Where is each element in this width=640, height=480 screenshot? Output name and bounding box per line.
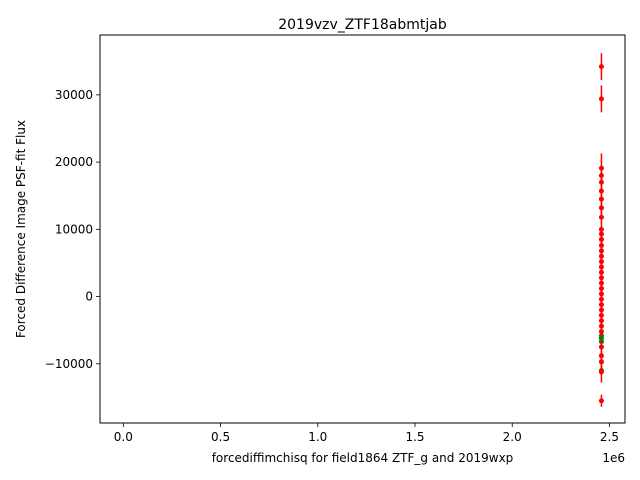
x-axis-label: forcediffimchisq for field1864 ZTF_g and… <box>212 451 514 465</box>
y-tick-label: −10000 <box>45 357 93 371</box>
data-point <box>598 236 604 242</box>
y-axis-label: Forced Difference Image PSF-fit Flux <box>14 120 28 338</box>
y-tick-label: 30000 <box>55 88 93 102</box>
x-tick-label: 0.0 <box>114 430 133 444</box>
y-axis-ticks: −10000 0 10000 20000 30000 <box>45 88 100 371</box>
data-point <box>598 329 604 335</box>
y-tick-label: 20000 <box>55 155 93 169</box>
data-point <box>598 205 604 211</box>
x-tick-label: 2.0 <box>503 430 522 444</box>
x-tick-label: 0.5 <box>211 430 230 444</box>
y-tick-label: 10000 <box>55 222 93 236</box>
data-point <box>598 196 604 202</box>
x-tick-label: 2.5 <box>600 430 619 444</box>
axes-frame <box>99 34 626 424</box>
data-point <box>598 96 604 102</box>
x-axis-offset-label: 1e6 <box>602 451 625 465</box>
chart-title: 2019vzv_ZTF18abmtjab <box>278 17 447 33</box>
x-tick-label: 1.5 <box>405 430 424 444</box>
y-tick-label: 0 <box>85 290 93 304</box>
x-tick-label: 1.0 <box>308 430 327 444</box>
data-point <box>598 398 604 404</box>
data-point <box>598 369 604 375</box>
x-axis-ticks: 0.0 0.5 1.0 1.5 2.0 2.5 <box>114 423 619 444</box>
data-point <box>598 344 604 350</box>
data-point <box>598 214 604 220</box>
data-point <box>598 179 604 185</box>
chart-marks <box>598 53 604 407</box>
data-point <box>598 64 604 70</box>
